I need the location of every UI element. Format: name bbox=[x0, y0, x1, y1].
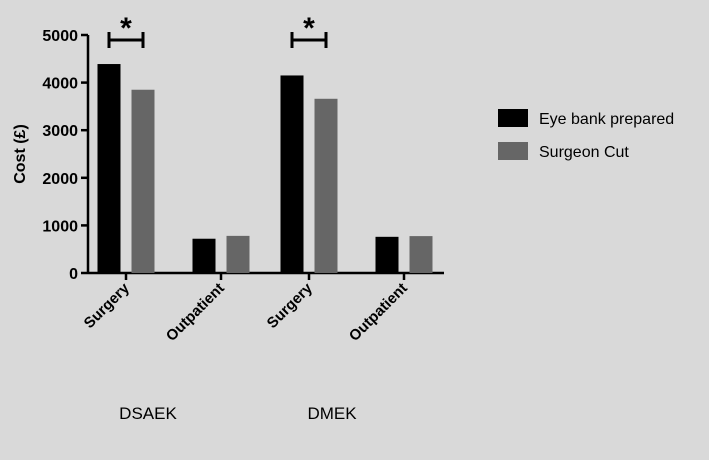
bar-surgeon-cut bbox=[314, 98, 338, 273]
group-label: DSAEK bbox=[119, 404, 177, 423]
group-label: DMEK bbox=[307, 404, 357, 423]
bar-surgeon-cut bbox=[409, 236, 433, 273]
bar-surgeon-cut bbox=[226, 235, 250, 273]
legend-label: Surgeon Cut bbox=[539, 144, 629, 161]
bar-surgeon-cut bbox=[131, 89, 155, 274]
y-axis-title: Cost (£) bbox=[12, 124, 29, 184]
y-tick-label: 5000 bbox=[42, 28, 78, 45]
bar-eye-bank bbox=[192, 238, 216, 273]
bar-eye-bank bbox=[97, 64, 121, 273]
x-tick-label: Surgery bbox=[264, 279, 317, 332]
y-tick-label: 3000 bbox=[42, 123, 78, 140]
significance-marker: * bbox=[120, 12, 132, 45]
y-tick-label: 0 bbox=[69, 266, 78, 283]
legend-swatch bbox=[498, 109, 528, 127]
legend-swatch bbox=[498, 142, 528, 160]
x-tick-label: Outpatient bbox=[163, 280, 228, 345]
x-tick-label: Outpatient bbox=[346, 280, 411, 345]
significance-marker: * bbox=[303, 12, 315, 45]
y-tick-label: 2000 bbox=[42, 171, 78, 188]
bar-eye-bank bbox=[375, 236, 399, 273]
x-tick-label: Surgery bbox=[81, 279, 134, 332]
y-tick-label: 1000 bbox=[42, 218, 78, 235]
legend-label: Eye bank prepared bbox=[539, 111, 674, 128]
y-tick-label: 4000 bbox=[42, 76, 78, 93]
bar-eye-bank bbox=[280, 75, 304, 274]
